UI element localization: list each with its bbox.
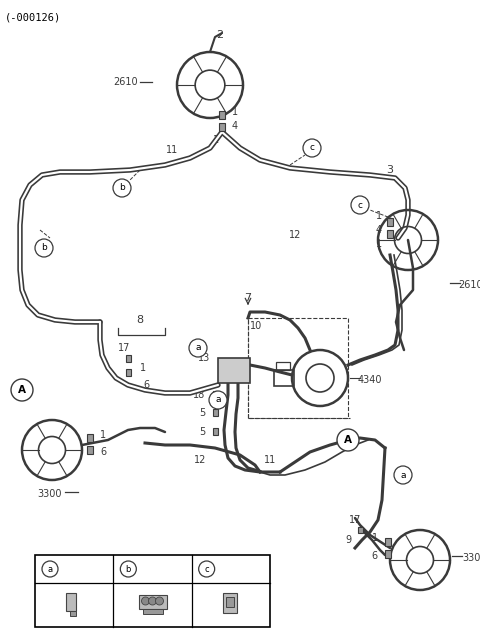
Bar: [248, 318, 348, 418]
Circle shape: [11, 379, 33, 401]
Text: 15: 15: [140, 564, 154, 574]
Bar: [125, 368, 131, 375]
Text: (-000126): (-000126): [5, 12, 61, 22]
Bar: [66, 593, 76, 611]
Bar: [358, 527, 362, 533]
Bar: [226, 597, 234, 607]
Text: b: b: [119, 184, 125, 193]
Bar: [125, 354, 131, 361]
Text: 17: 17: [118, 343, 130, 353]
Text: 3300: 3300: [38, 489, 62, 499]
Text: 11: 11: [166, 145, 178, 155]
Text: 4: 4: [376, 225, 382, 235]
Bar: [219, 111, 225, 119]
Bar: [219, 123, 225, 131]
Bar: [213, 391, 217, 397]
Bar: [35, 555, 270, 627]
Text: 9: 9: [345, 535, 351, 545]
Text: 10: 10: [250, 321, 262, 331]
Text: 1: 1: [376, 239, 382, 249]
Text: 5: 5: [199, 408, 205, 418]
Bar: [387, 218, 393, 226]
Text: 8: 8: [136, 315, 144, 325]
Text: 1: 1: [140, 363, 146, 373]
Bar: [87, 434, 93, 442]
Text: 4: 4: [232, 121, 238, 131]
Text: a: a: [48, 565, 53, 574]
Bar: [387, 230, 393, 238]
Circle shape: [148, 597, 156, 605]
Text: 1: 1: [372, 533, 378, 543]
Circle shape: [351, 196, 369, 214]
Text: 16: 16: [219, 564, 232, 574]
Bar: [276, 362, 290, 370]
Circle shape: [42, 561, 58, 577]
Text: b: b: [41, 244, 47, 252]
Text: 2610: 2610: [458, 280, 480, 290]
Circle shape: [209, 391, 227, 409]
Text: b: b: [126, 565, 131, 574]
Bar: [143, 609, 163, 614]
Text: a: a: [215, 396, 221, 404]
Text: 3: 3: [386, 165, 394, 175]
Text: 6: 6: [372, 551, 378, 561]
Text: c: c: [358, 200, 362, 209]
Text: 14: 14: [62, 564, 75, 574]
Bar: [213, 427, 217, 434]
Bar: [213, 408, 217, 415]
Text: 18: 18: [193, 390, 205, 400]
Text: 1: 1: [213, 135, 219, 145]
Bar: [274, 370, 294, 386]
Text: 6: 6: [143, 380, 149, 390]
Bar: [70, 611, 76, 616]
Circle shape: [303, 139, 321, 157]
Text: 4340: 4340: [358, 375, 383, 385]
Circle shape: [394, 466, 412, 484]
Text: 11: 11: [264, 455, 276, 465]
Bar: [385, 538, 391, 546]
Text: A: A: [18, 385, 26, 395]
Circle shape: [199, 561, 215, 577]
Text: 1: 1: [232, 107, 238, 117]
Bar: [87, 446, 93, 454]
Circle shape: [156, 597, 164, 605]
Circle shape: [113, 179, 131, 197]
Text: 6: 6: [100, 447, 106, 457]
Bar: [218, 358, 250, 383]
Bar: [223, 593, 237, 613]
Circle shape: [35, 239, 53, 257]
Bar: [385, 550, 391, 558]
Text: c: c: [310, 144, 314, 153]
Text: 13: 13: [198, 353, 210, 363]
Text: c: c: [204, 565, 209, 574]
Text: 1: 1: [376, 211, 382, 221]
Circle shape: [189, 339, 207, 357]
Text: a: a: [400, 471, 406, 480]
Text: a: a: [195, 343, 201, 352]
Circle shape: [120, 561, 136, 577]
Text: 12: 12: [194, 455, 206, 465]
Circle shape: [142, 597, 149, 605]
Text: 1: 1: [100, 430, 106, 440]
Text: 12: 12: [289, 230, 301, 240]
Text: 3300: 3300: [462, 553, 480, 563]
Text: 2610: 2610: [113, 77, 138, 87]
Bar: [139, 595, 167, 609]
Text: A: A: [344, 435, 352, 445]
Text: 5: 5: [199, 427, 205, 437]
Text: 7: 7: [244, 293, 252, 303]
Circle shape: [337, 429, 359, 451]
Text: 2: 2: [216, 30, 224, 40]
Text: 17: 17: [349, 515, 361, 525]
